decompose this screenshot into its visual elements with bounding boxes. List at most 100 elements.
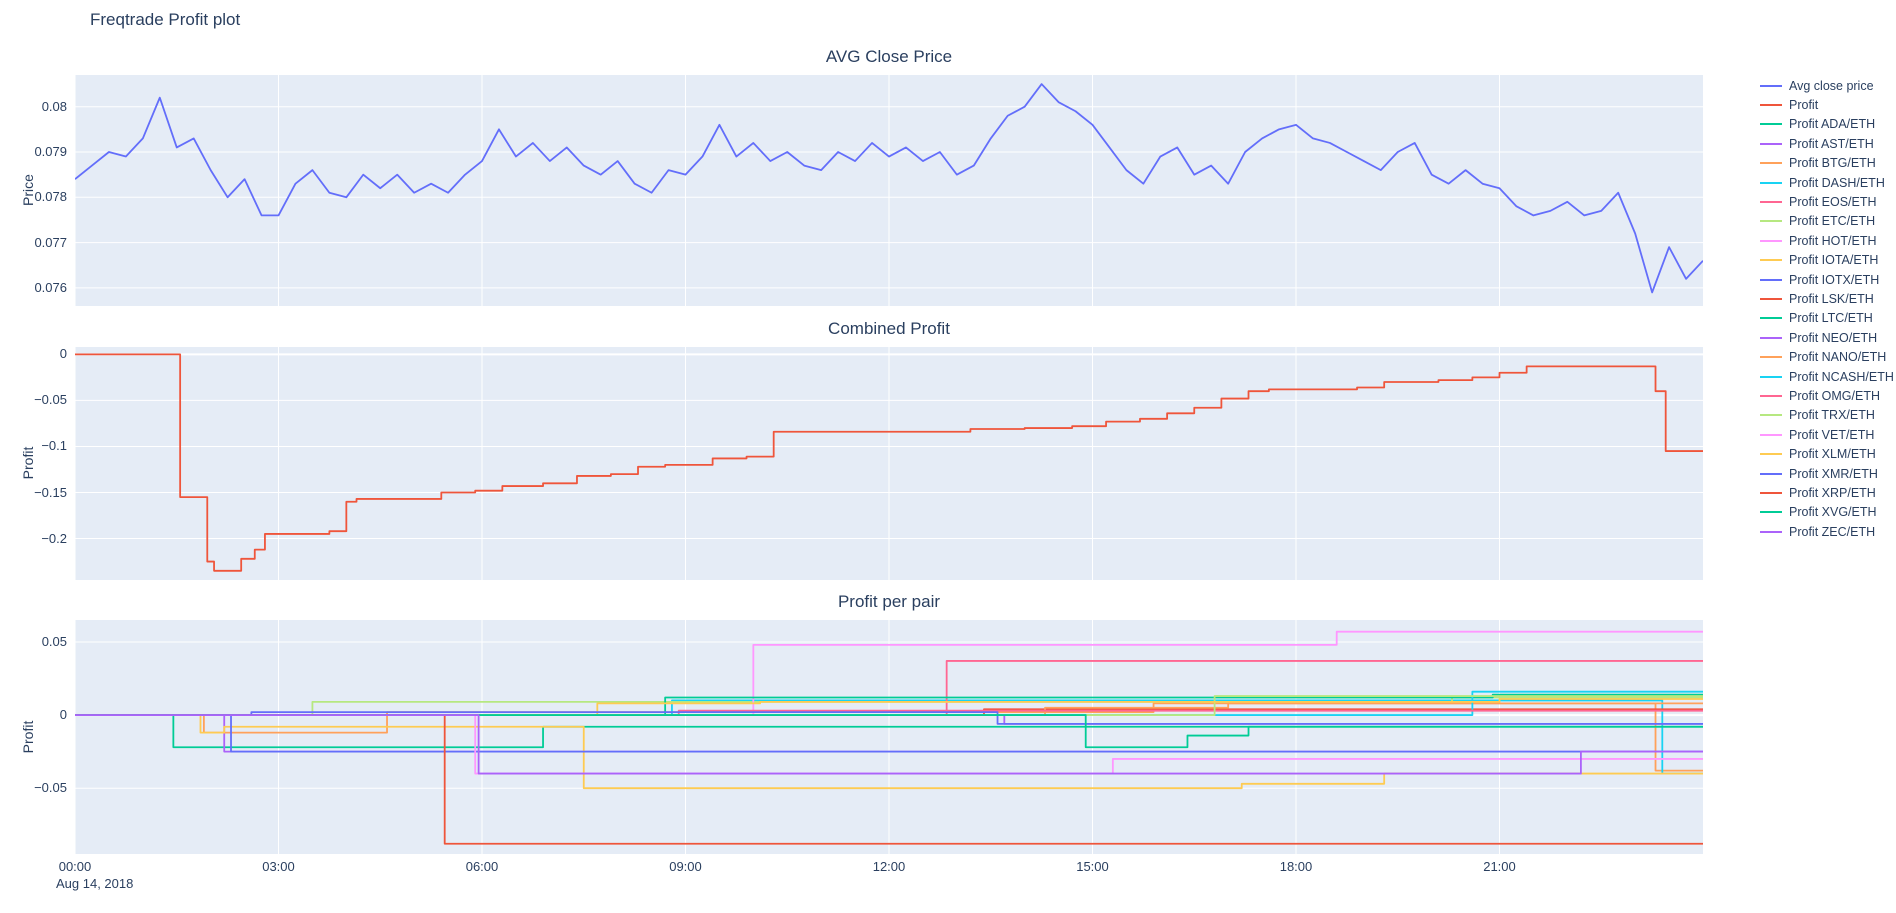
legend-line-icon [1760, 220, 1782, 223]
y-tick-label: −0.1 [41, 438, 67, 454]
y-tick-label: −0.05 [34, 780, 67, 796]
legend-line-icon [1760, 414, 1782, 417]
series-profit[interactable] [75, 353, 1703, 572]
x-tick-label: 21:00 [1483, 859, 1516, 874]
legend-line-icon [1760, 239, 1782, 242]
page-title: Freqtrade Profit plot [90, 10, 241, 29]
legend-line-icon [1760, 511, 1782, 514]
y-tick-label: 0 [59, 707, 67, 723]
legend-item-profit-ast-eth[interactable]: Profit AST/ETH [1760, 134, 1894, 153]
legend-line-icon [1760, 375, 1782, 378]
subplot-avg-close-price: 0.076 0.077 0.078 0.079 0.08 [34, 75, 1703, 306]
x-tick-label: 12:00 [872, 859, 906, 874]
y-tick-label: 0.076 [34, 279, 67, 295]
legend-item-label: Profit ZEC/ETH [1789, 524, 1876, 539]
legend-line-icon [1760, 123, 1782, 126]
legend-item-profit-nano-eth[interactable]: Profit NANO/ETH [1760, 347, 1894, 366]
y-tick-label: 0.08 [41, 98, 67, 114]
y-tick-label: 0.078 [34, 189, 67, 205]
legend-item-profit-xvg-eth[interactable]: Profit XVG/ETH [1760, 503, 1894, 522]
legend-item-label: Profit [1789, 98, 1819, 113]
legend-item-label: Profit DASH/ETH [1789, 175, 1885, 190]
legend-item-profit-dash-eth[interactable]: Profit DASH/ETH [1760, 173, 1894, 192]
series-avg-close-price[interactable] [75, 83, 1703, 294]
legend-item-profit-xmr-eth[interactable]: Profit XMR/ETH [1760, 464, 1894, 483]
legend-item-label: Profit XVG/ETH [1789, 505, 1877, 520]
legend-item-label: Profit ETC/ETH [1789, 214, 1876, 229]
legend-line-icon [1760, 530, 1782, 533]
legend-line-icon [1760, 259, 1782, 262]
y-tick-label: 0.077 [34, 234, 67, 250]
legend-item-profit-omg-eth[interactable]: Profit OMG/ETH [1760, 386, 1894, 405]
legend-item-profit-trx-eth[interactable]: Profit TRX/ETH [1760, 406, 1894, 425]
legend-item-label: Profit BTG/ETH [1789, 156, 1876, 171]
legend-item-profit-hot-eth[interactable]: Profit HOT/ETH [1760, 231, 1894, 250]
legend-item-profit-ada-eth[interactable]: Profit ADA/ETH [1760, 115, 1894, 134]
x-tick-label: 15:00 [1076, 859, 1109, 874]
x-tick-label: 18:00 [1279, 859, 1313, 874]
legend-item-label: Profit NANO/ETH [1789, 350, 1887, 365]
legend-line-icon [1760, 84, 1782, 87]
series-profit-xvg-eth[interactable] [75, 714, 1703, 749]
profit-per-pair-plot-area[interactable] [75, 620, 1703, 854]
legend-item-profit-xrp-eth[interactable]: Profit XRP/ETH [1760, 483, 1894, 502]
legend-item-label: Profit LTC/ETH [1789, 311, 1873, 326]
legend-line-icon [1760, 297, 1782, 300]
legend-item-avg-close-price[interactable]: Avg close price [1760, 76, 1894, 95]
x-axis-date-label: Aug 14, 2018 [56, 876, 134, 891]
legend-item-profit[interactable]: Profit [1760, 95, 1894, 114]
legend-item-label: Profit XLM/ETH [1789, 447, 1876, 462]
x-tick-label: 06:00 [465, 859, 499, 874]
legend-item-profit-eos-eth[interactable]: Profit EOS/ETH [1760, 192, 1894, 211]
legend-item-label: Profit TRX/ETH [1789, 408, 1875, 423]
legend-item-profit-ncash-eth[interactable]: Profit NCASH/ETH [1760, 367, 1894, 386]
legend-item-profit-iota-eth[interactable]: Profit IOTA/ETH [1760, 251, 1894, 270]
legend-item-label: Profit IOTX/ETH [1789, 272, 1880, 287]
series-profit-iota-eth[interactable] [75, 714, 1703, 790]
legend-item-profit-etc-eth[interactable]: Profit ETC/ETH [1760, 212, 1894, 231]
avg-close-price-plot-area[interactable] [75, 75, 1703, 306]
legend-item-label: Profit HOT/ETH [1789, 233, 1877, 248]
subplot-title-combined-profit: Combined Profit [828, 319, 950, 338]
x-tick-label: 09:00 [669, 859, 702, 874]
legend-item-profit-zec-eth[interactable]: Profit ZEC/ETH [1760, 522, 1894, 541]
y-tick-label: 0 [59, 346, 67, 362]
legend-line-icon [1760, 278, 1782, 281]
legend-item-profit-iotx-eth[interactable]: Profit IOTX/ETH [1760, 270, 1894, 289]
legend-line-icon [1760, 453, 1782, 456]
legend-line-icon [1760, 317, 1782, 320]
x-tick-label: 00:00 [58, 859, 92, 874]
legend-item-label: Profit XRP/ETH [1789, 485, 1876, 500]
y-axis-title-price: Price [20, 174, 36, 206]
legend-item-profit-btg-eth[interactable]: Profit BTG/ETH [1760, 154, 1894, 173]
legend-line-icon [1760, 162, 1782, 165]
legend-item-profit-vet-eth[interactable]: Profit VET/ETH [1760, 425, 1894, 444]
combined-profit-plot-area[interactable] [75, 347, 1703, 580]
legend-line-icon [1760, 201, 1782, 204]
series-profit-xlm-eth[interactable] [75, 698, 1703, 716]
series-profit-zec-eth[interactable] [75, 714, 1703, 775]
y-tick-label: −0.05 [34, 392, 67, 408]
legend-line-icon [1760, 356, 1782, 359]
legend-item-profit-ltc-eth[interactable]: Profit LTC/ETH [1760, 309, 1894, 328]
legend-item-profit-neo-eth[interactable]: Profit NEO/ETH [1760, 328, 1894, 347]
legend-line-icon [1760, 104, 1782, 107]
y-tick-label: −0.15 [34, 484, 67, 500]
y-axis-title-profit-combined: Profit [20, 446, 36, 480]
legend-line-icon [1760, 336, 1782, 339]
legend-line-icon [1760, 394, 1782, 397]
legend-item-label: Profit OMG/ETH [1789, 388, 1880, 403]
legend-line-icon [1760, 491, 1782, 494]
legend-item-label: Profit AST/ETH [1789, 136, 1874, 151]
subplot-title-profit-per-pair: Profit per pair [837, 592, 941, 611]
subplot-combined-profit: 0 −0.05 −0.1 −0.15 −0.2 [34, 346, 1703, 580]
legend-item-label: Profit IOTA/ETH [1789, 253, 1879, 268]
legend-item-label: Profit EOS/ETH [1789, 195, 1877, 210]
legend-item-profit-xlm-eth[interactable]: Profit XLM/ETH [1760, 444, 1894, 463]
y-axis-title-profit-pairs: Profit [20, 720, 36, 754]
legend-item-label: Profit ADA/ETH [1789, 117, 1876, 132]
legend-item-profit-lsk-eth[interactable]: Profit LSK/ETH [1760, 289, 1894, 308]
y-tick-label: 0.05 [41, 633, 67, 649]
legend-line-icon [1760, 433, 1782, 436]
